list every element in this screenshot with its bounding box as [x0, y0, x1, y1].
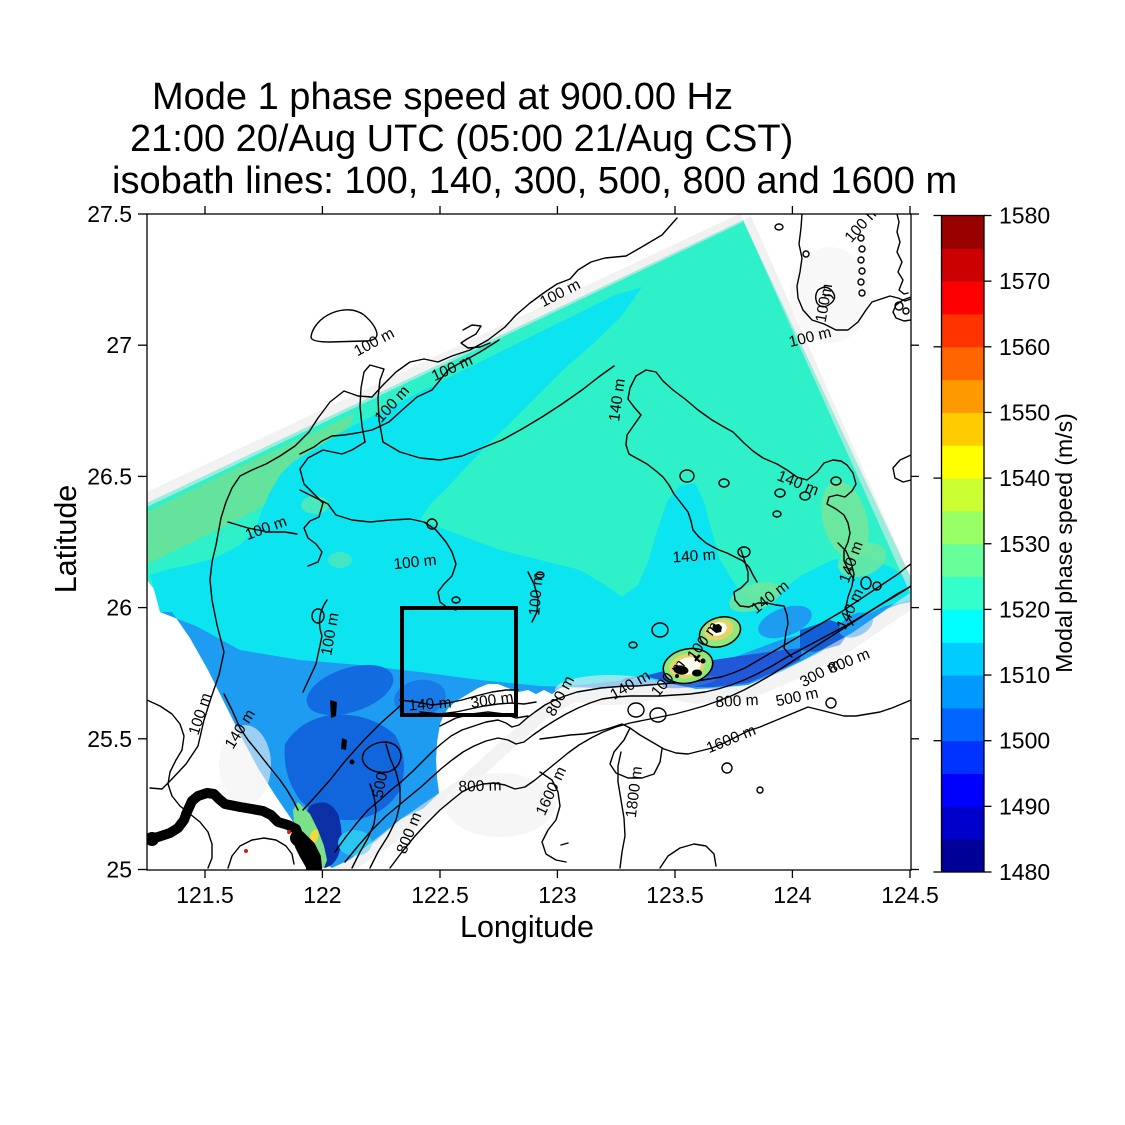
svg-text:Longitude: Longitude	[460, 910, 594, 944]
svg-text:27: 27	[106, 332, 132, 358]
svg-text:121.5: 121.5	[176, 882, 234, 908]
svg-text:500: 500	[369, 770, 391, 799]
svg-text:Latitude: Latitude	[49, 485, 83, 594]
svg-text:1490: 1490	[999, 793, 1050, 819]
svg-text:isobath lines: 100, 140, 300,: isobath lines: 100, 140, 300, 500, 800 a…	[112, 160, 957, 202]
svg-text:100 m: 100 m	[526, 572, 547, 616]
svg-text:123.5: 123.5	[646, 882, 704, 908]
svg-text:1800 m: 1800 m	[623, 765, 646, 818]
svg-text:1580: 1580	[999, 203, 1050, 229]
svg-text:800 m: 800 m	[715, 692, 759, 711]
svg-text:1560: 1560	[999, 334, 1050, 360]
svg-text:26: 26	[106, 595, 132, 621]
svg-text:1500: 1500	[999, 728, 1050, 754]
svg-text:122: 122	[303, 882, 341, 908]
svg-text:140 m: 140 m	[672, 547, 716, 567]
svg-text:140 m: 140 m	[408, 695, 452, 715]
svg-text:123: 123	[538, 882, 576, 908]
svg-text:1480: 1480	[999, 859, 1050, 885]
svg-text:25: 25	[106, 857, 132, 883]
svg-text:122.5: 122.5	[411, 882, 469, 908]
svg-text:1510: 1510	[999, 662, 1050, 688]
svg-text:Modal phase speed (m/s): Modal phase speed (m/s)	[1051, 413, 1077, 673]
svg-text:1550: 1550	[999, 399, 1050, 425]
svg-text:800 m: 800 m	[458, 777, 502, 795]
svg-text:Mode 1 phase speed at 900.00 H: Mode 1 phase speed at 900.00 Hz	[152, 76, 733, 118]
svg-text:1540: 1540	[999, 465, 1050, 491]
svg-text:100 m: 100 m	[393, 552, 438, 573]
svg-text:27.5: 27.5	[87, 201, 132, 227]
svg-text:124.5: 124.5	[881, 882, 939, 908]
svg-text:1570: 1570	[999, 268, 1050, 294]
svg-text:1530: 1530	[999, 531, 1050, 557]
svg-text:1520: 1520	[999, 596, 1050, 622]
svg-text:21:00 20/Aug UTC (05:00 21/Aug: 21:00 20/Aug UTC (05:00 21/Aug CST)	[130, 118, 793, 160]
svg-text:124: 124	[773, 882, 812, 908]
svg-text:300 m: 300 m	[470, 689, 515, 712]
svg-text:25.5: 25.5	[87, 726, 132, 752]
svg-text:100m: 100m	[813, 283, 836, 324]
svg-text:26.5: 26.5	[87, 463, 132, 489]
svg-text:140 m: 140 m	[606, 378, 629, 423]
